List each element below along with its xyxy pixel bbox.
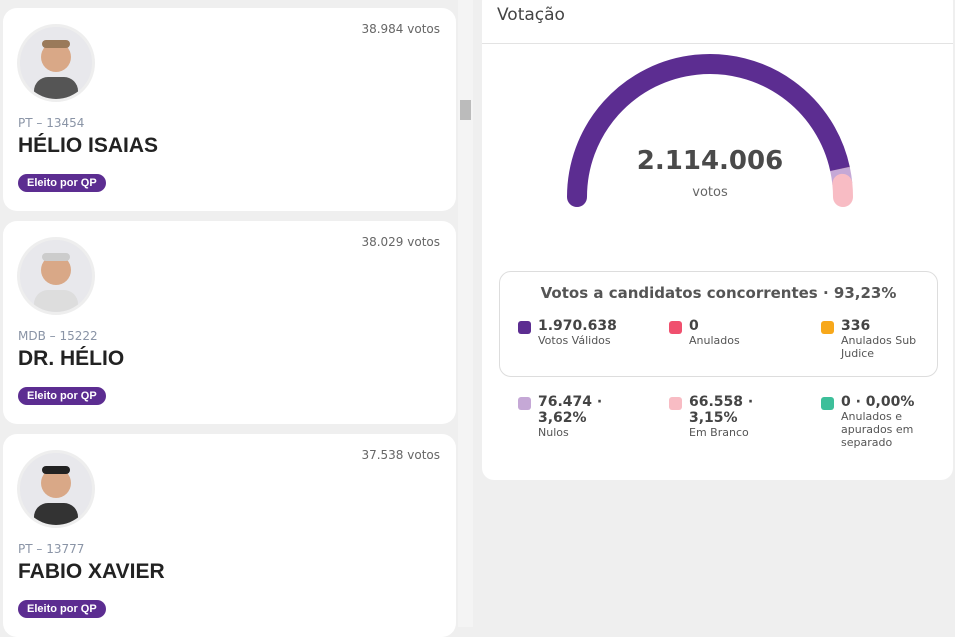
elected-badge: Eleito por QP — [18, 387, 106, 405]
total-caption: votos — [692, 185, 728, 200]
legend-value: 336 — [841, 318, 931, 334]
legend-caption: Votos Válidos — [538, 334, 628, 347]
legend-swatch — [518, 321, 531, 334]
candidate-card[interactable]: 37.538 votos PT – 13777 FABIO XAVIER Eleito… — [3, 434, 456, 637]
legend-item: 66.558 · 3,15%Em Branco — [669, 394, 769, 439]
legend-caption: Nulos — [538, 426, 618, 439]
vote-count: 37.538 votos — [361, 448, 440, 462]
legend-swatch — [669, 397, 682, 410]
gauge-segment — [842, 184, 843, 197]
elected-badge: Eleito por QP — [18, 174, 106, 192]
legend-value: 0 — [689, 318, 779, 334]
candidate-card[interactable]: 38.984 votos PT – 13454 HÉLIO ISAIAS Eleito… — [3, 8, 456, 211]
legend-item: 0 · 0,00%Anulados e apurados em separado — [821, 394, 921, 449]
gauge: 2.114.006 votos — [482, 40, 953, 280]
legend-value: 0 · 0,00% — [841, 394, 921, 410]
legend-caption: Em Branco — [689, 426, 769, 439]
party-number: PT – 13454 — [18, 116, 84, 130]
vote-count: 38.984 votos — [361, 22, 440, 36]
legend-swatch — [518, 397, 531, 410]
legend-swatch — [821, 321, 834, 334]
elected-badge: Eleito por QP — [18, 600, 106, 618]
legend-value: 76.474 · 3,62% — [538, 394, 618, 426]
legend-caption: Anulados Sub Judice — [841, 334, 931, 360]
party-number: PT – 13777 — [18, 542, 84, 556]
legend-item: 76.474 · 3,62%Nulos — [518, 394, 618, 439]
candidate-name: FABIO XAVIER — [18, 560, 165, 584]
total: 2.114.006 — [637, 146, 783, 176]
legend-swatch — [821, 397, 834, 410]
legend-value: 1.970.638 — [538, 318, 628, 334]
candidate-photo — [17, 450, 95, 528]
box-title: Votos a candidatos concorrentes · 93,23% — [499, 284, 938, 302]
gauge-segment — [577, 64, 840, 197]
candidate-name: HÉLIO ISAIAS — [18, 134, 158, 158]
voting-panel: Votação 2.114.006 votos Votos a candidat… — [482, 0, 953, 480]
candidate-card[interactable]: 38.029 votos MDB – 15222 DR. HÉLIO Eleito p… — [3, 221, 456, 424]
legend-caption: Anulados e apurados em separado — [841, 410, 921, 449]
candidate-photo — [17, 237, 95, 315]
panel-title: Votação — [497, 5, 565, 25]
legend-swatch — [669, 321, 682, 334]
scroll-thumb[interactable] — [460, 100, 471, 120]
legend-value: 66.558 · 3,15% — [689, 394, 769, 426]
party-number: MDB – 15222 — [18, 329, 98, 343]
scrollbar — [458, 0, 473, 627]
vote-count: 38.029 votos — [361, 235, 440, 249]
candidate-photo — [17, 24, 95, 102]
legend-caption: Anulados — [689, 334, 779, 347]
candidate-name: DR. HÉLIO — [18, 347, 124, 371]
